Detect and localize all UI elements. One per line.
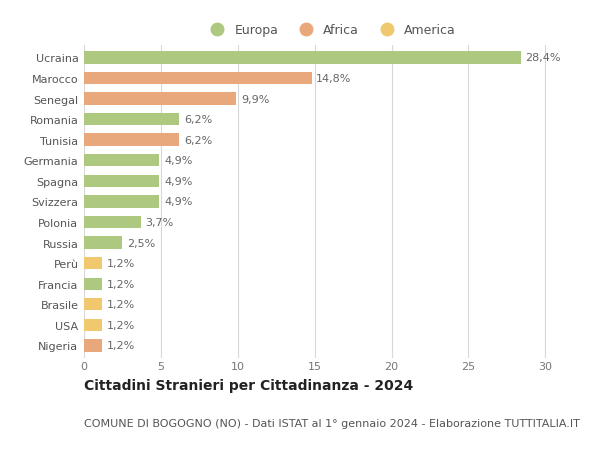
Bar xyxy=(84,93,236,106)
Bar xyxy=(84,216,141,229)
Bar xyxy=(84,196,160,208)
Text: 1,2%: 1,2% xyxy=(107,320,136,330)
Bar xyxy=(84,114,179,126)
Text: 1,2%: 1,2% xyxy=(107,258,136,269)
Legend: Europa, Africa, America: Europa, Africa, America xyxy=(204,24,456,37)
Bar xyxy=(84,155,160,167)
Text: 3,7%: 3,7% xyxy=(146,218,174,228)
Text: 4,9%: 4,9% xyxy=(164,197,193,207)
Text: 6,2%: 6,2% xyxy=(184,115,212,125)
Bar xyxy=(84,175,160,188)
Text: 1,2%: 1,2% xyxy=(107,300,136,310)
Text: 2,5%: 2,5% xyxy=(127,238,155,248)
Bar xyxy=(84,298,103,311)
Text: 6,2%: 6,2% xyxy=(184,135,212,146)
Bar xyxy=(84,340,103,352)
Text: 4,9%: 4,9% xyxy=(164,156,193,166)
Bar xyxy=(84,257,103,270)
Text: 1,2%: 1,2% xyxy=(107,341,136,351)
Text: 1,2%: 1,2% xyxy=(107,279,136,289)
Bar xyxy=(84,237,122,249)
Text: 4,9%: 4,9% xyxy=(164,176,193,186)
Text: COMUNE DI BOGOGNO (NO) - Dati ISTAT al 1° gennaio 2024 - Elaborazione TUTTITALIA: COMUNE DI BOGOGNO (NO) - Dati ISTAT al 1… xyxy=(84,418,580,428)
Bar xyxy=(84,134,179,146)
Text: 14,8%: 14,8% xyxy=(316,74,352,84)
Text: 28,4%: 28,4% xyxy=(525,53,561,63)
Bar xyxy=(84,52,521,64)
Bar xyxy=(84,73,311,85)
Text: 9,9%: 9,9% xyxy=(241,94,269,104)
Bar xyxy=(84,319,103,331)
Text: Cittadini Stranieri per Cittadinanza - 2024: Cittadini Stranieri per Cittadinanza - 2… xyxy=(84,379,413,392)
Bar xyxy=(84,278,103,290)
